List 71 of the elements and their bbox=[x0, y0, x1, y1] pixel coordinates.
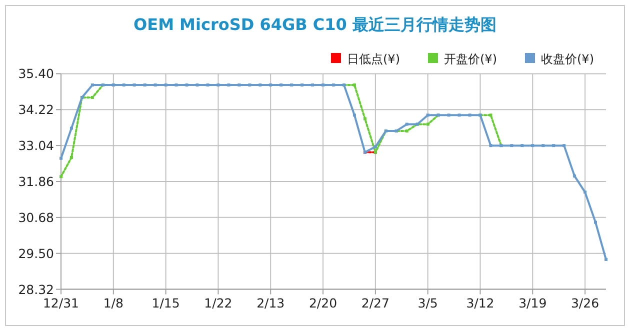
point bbox=[363, 117, 366, 120]
y-tick-label: 30.68 bbox=[18, 210, 54, 225]
point bbox=[269, 83, 272, 86]
y-tick-label: 31.86 bbox=[18, 174, 54, 189]
x-tick-label: 2/27 bbox=[361, 295, 390, 310]
point bbox=[573, 174, 576, 178]
point bbox=[405, 129, 408, 132]
point bbox=[584, 190, 587, 194]
point bbox=[216, 83, 220, 86]
point bbox=[60, 175, 62, 178]
y-tick-label: 28.32 bbox=[18, 282, 54, 297]
point bbox=[604, 258, 608, 261]
x-tick-label: 3/5 bbox=[418, 295, 438, 310]
point bbox=[426, 122, 430, 126]
x-tick-label: 12/31 bbox=[42, 295, 80, 310]
point bbox=[489, 144, 492, 148]
point bbox=[206, 83, 210, 86]
point bbox=[248, 83, 252, 86]
point bbox=[322, 83, 325, 86]
point bbox=[90, 83, 94, 86]
point bbox=[164, 83, 168, 86]
point bbox=[352, 83, 356, 86]
point bbox=[300, 83, 304, 86]
legend-label: 收盘价(¥) bbox=[541, 52, 594, 66]
y-tick-label: 29.50 bbox=[18, 246, 54, 261]
x-tick-label: 3/19 bbox=[518, 295, 547, 310]
point bbox=[542, 144, 545, 148]
point bbox=[185, 83, 188, 86]
point bbox=[174, 83, 178, 86]
point bbox=[154, 83, 157, 86]
x-tick-label: 3/12 bbox=[466, 295, 494, 310]
point bbox=[552, 144, 556, 148]
point bbox=[447, 114, 450, 117]
point bbox=[70, 156, 73, 159]
point bbox=[520, 144, 524, 148]
point bbox=[531, 144, 534, 148]
point bbox=[352, 114, 356, 117]
point bbox=[90, 96, 94, 99]
point bbox=[311, 83, 314, 86]
point bbox=[562, 144, 566, 148]
point bbox=[227, 83, 230, 86]
point bbox=[122, 83, 126, 86]
point bbox=[458, 114, 461, 117]
y-tick-label: 34.22 bbox=[18, 102, 54, 118]
x-tick-label: 3/26 bbox=[571, 295, 600, 310]
point bbox=[290, 83, 294, 86]
legend-label: 日低点(¥) bbox=[347, 52, 400, 66]
y-tick-label: 33.04 bbox=[18, 138, 54, 154]
point bbox=[70, 126, 73, 130]
point bbox=[238, 83, 241, 86]
point bbox=[60, 156, 62, 160]
point bbox=[426, 114, 430, 117]
point bbox=[280, 83, 283, 86]
point bbox=[374, 145, 377, 148]
point bbox=[405, 122, 408, 126]
x-tick-label: 1/8 bbox=[103, 295, 124, 310]
point bbox=[594, 220, 598, 224]
x-tick-label: 2/20 bbox=[308, 295, 338, 310]
point bbox=[489, 114, 492, 117]
chart-title: OEM MicroSD 64GB C10 最近三月行情走势图 bbox=[134, 15, 496, 34]
x-tick-label: 2/13 bbox=[256, 295, 285, 310]
legend-label: 开盘价(¥) bbox=[444, 52, 497, 66]
x-tick-label: 1/15 bbox=[152, 295, 180, 310]
x-tick-label: 1/22 bbox=[204, 295, 232, 310]
point bbox=[468, 114, 472, 117]
point bbox=[132, 83, 136, 86]
point bbox=[258, 83, 262, 86]
point bbox=[143, 83, 146, 86]
y-tick-label: 35.40 bbox=[18, 66, 54, 82]
point bbox=[196, 83, 199, 86]
point bbox=[510, 144, 514, 148]
